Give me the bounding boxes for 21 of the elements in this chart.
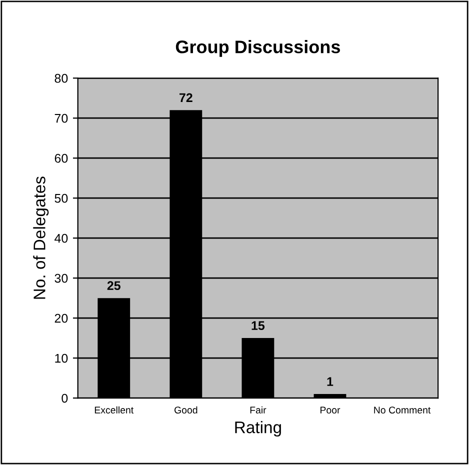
x-tick-label: Fair — [250, 406, 266, 414]
y-tick-label: 40 — [54, 234, 68, 243]
y-tick-label: 80 — [54, 74, 68, 83]
x-axis-title: Rating — [235, 420, 281, 437]
data-label: 25 — [107, 281, 120, 290]
x-tick-label: No Comment — [374, 406, 431, 414]
y-tick-label: 70 — [54, 114, 68, 123]
data-label: 15 — [252, 321, 265, 330]
y-tick-label: 0 — [62, 394, 68, 403]
y-tick-label: 50 — [54, 194, 68, 203]
data-label: 1 — [327, 377, 334, 386]
y-tick-label: 20 — [54, 314, 68, 323]
y-tick-label: 30 — [54, 274, 68, 283]
y-tick-label: 60 — [54, 154, 68, 163]
x-tick-label: Excellent — [94, 406, 134, 414]
data-label: 72 — [180, 93, 192, 102]
chart-title: Group Discussions — [176, 40, 340, 57]
y-tick-label: 10 — [55, 354, 68, 363]
x-tick-label: Good — [174, 406, 198, 414]
x-tick-label: Poor — [320, 406, 340, 414]
y-axis-title: No. of Delegates — [33, 176, 49, 299]
